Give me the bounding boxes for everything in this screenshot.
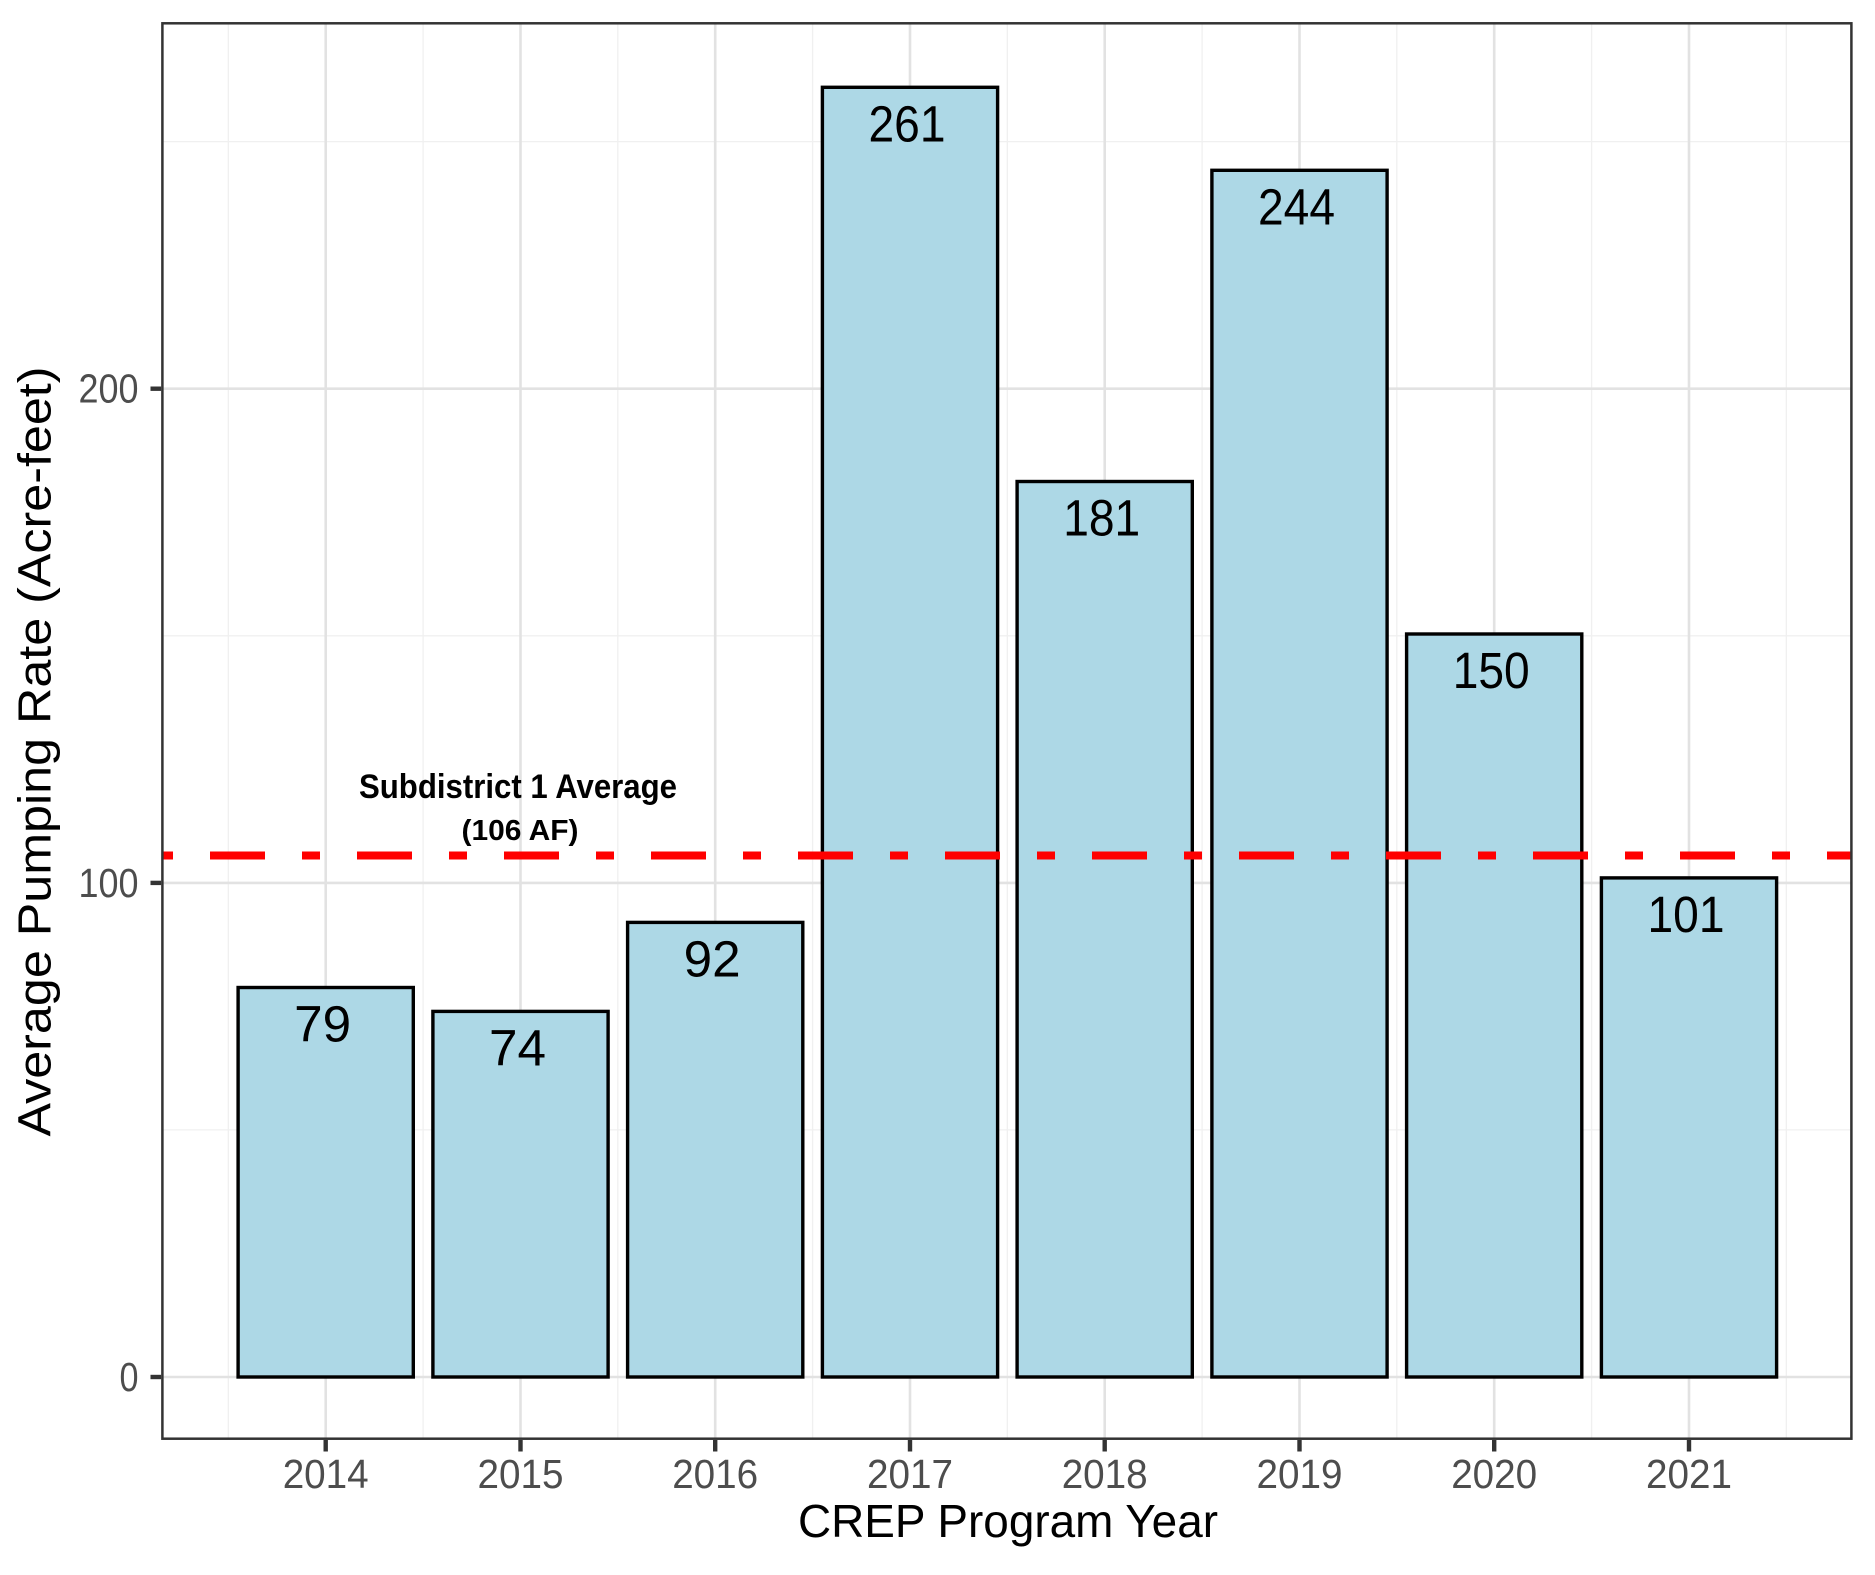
svg-text:2020: 2020 [1451,1451,1537,1497]
svg-text:2015: 2015 [478,1451,564,1497]
svg-text:181: 181 [1063,490,1140,547]
svg-text:(106 AF): (106 AF) [462,815,579,847]
svg-text:150: 150 [1453,642,1530,699]
svg-text:100: 100 [79,860,139,906]
svg-text:Subdistrict 1 Average: Subdistrict 1 Average [359,768,677,806]
svg-text:2017: 2017 [867,1451,953,1497]
svg-text:0: 0 [120,1354,139,1400]
svg-text:244: 244 [1258,178,1335,235]
svg-text:2018: 2018 [1062,1451,1148,1497]
svg-text:79: 79 [294,996,351,1053]
svg-text:2019: 2019 [1257,1451,1343,1497]
svg-text:200: 200 [79,366,139,412]
svg-text:2021: 2021 [1646,1451,1732,1497]
svg-text:74: 74 [489,1019,546,1076]
svg-text:92: 92 [684,930,741,987]
svg-text:2016: 2016 [672,1451,758,1497]
svg-text:261: 261 [869,95,946,152]
svg-text:CREP Program Year: CREP Program Year [798,1495,1218,1547]
svg-text:Average Pumping Rate (Acre-fee: Average Pumping Rate (Acre-feet) [8,367,60,1137]
svg-text:2014: 2014 [283,1451,369,1497]
svg-text:101: 101 [1648,886,1725,943]
